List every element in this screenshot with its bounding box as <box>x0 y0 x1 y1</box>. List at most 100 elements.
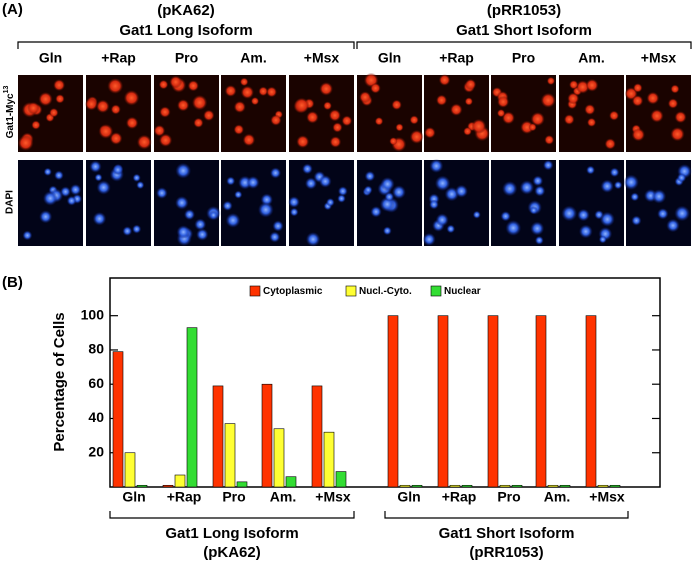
cell <box>159 106 171 118</box>
cell <box>370 82 381 94</box>
cell <box>409 129 424 144</box>
cell <box>239 77 249 87</box>
cell <box>328 109 341 122</box>
bracket <box>384 511 629 519</box>
cell <box>250 97 260 106</box>
cell <box>136 181 145 190</box>
cell <box>296 135 310 149</box>
cell <box>569 80 579 90</box>
cell <box>85 97 98 111</box>
cell <box>191 94 208 111</box>
cell <box>666 218 680 233</box>
cell <box>158 133 173 147</box>
cell <box>384 191 395 202</box>
cell <box>613 180 623 190</box>
cell <box>107 78 124 94</box>
legend-label: Nucl.-Cyto. <box>359 286 412 297</box>
cell <box>454 184 468 198</box>
cell <box>667 98 679 109</box>
bar <box>323 431 335 488</box>
cell <box>391 99 402 111</box>
cell <box>586 165 596 175</box>
cell <box>434 175 451 192</box>
cell <box>424 126 436 139</box>
column-label: Pro <box>512 50 535 66</box>
cell <box>341 115 353 127</box>
cell <box>465 78 477 91</box>
cell <box>66 195 77 206</box>
cell <box>31 120 41 130</box>
cell <box>391 185 406 200</box>
cell <box>670 84 680 94</box>
bar <box>487 315 499 488</box>
legend-swatch <box>430 285 442 297</box>
cell <box>96 99 110 114</box>
cell <box>233 100 246 113</box>
bar <box>399 484 411 488</box>
legend-swatch <box>249 285 261 297</box>
cell <box>631 95 644 107</box>
cell <box>193 117 204 128</box>
bar <box>124 452 136 488</box>
cell <box>544 134 555 145</box>
cell <box>657 208 669 220</box>
cell <box>38 91 53 107</box>
cell <box>623 174 639 191</box>
bar <box>212 385 224 488</box>
cell <box>288 196 300 208</box>
bar <box>174 474 186 488</box>
cell <box>364 170 376 182</box>
cell <box>532 175 544 187</box>
cell <box>530 111 545 127</box>
cell <box>630 192 640 202</box>
cell <box>17 135 34 151</box>
micrograph <box>491 160 556 246</box>
cell <box>380 176 395 192</box>
group-label: Gat1 Long Isoform <box>165 525 298 542</box>
bar <box>387 315 399 488</box>
cell <box>567 92 580 105</box>
cell <box>208 210 219 220</box>
row-label-superscript: 13 <box>3 85 10 93</box>
y-tick-label: 80 <box>88 341 104 357</box>
cell <box>39 210 53 224</box>
cell <box>674 111 687 124</box>
legend-swatch <box>345 285 357 297</box>
cell <box>370 206 382 218</box>
cell <box>464 97 473 106</box>
cell <box>395 123 404 132</box>
cell <box>578 224 593 239</box>
cell <box>505 220 522 236</box>
bar <box>499 484 511 488</box>
bar <box>597 484 609 488</box>
cell <box>651 189 667 204</box>
cell <box>98 123 114 139</box>
cell <box>53 79 66 92</box>
cell <box>529 206 538 215</box>
cell <box>422 232 436 246</box>
column-label: Am. <box>578 50 604 66</box>
cell <box>194 218 207 231</box>
cell <box>534 185 546 197</box>
cell <box>409 115 419 125</box>
cell <box>94 173 103 182</box>
x-tick-label: +Msx <box>315 489 351 505</box>
cell <box>132 173 141 182</box>
cell <box>674 205 691 222</box>
cell <box>435 213 449 227</box>
x-tick-label: Gln <box>397 489 420 505</box>
bar <box>609 484 621 488</box>
bar <box>411 484 423 488</box>
y-tick-label: 40 <box>88 409 104 425</box>
cell <box>472 210 481 219</box>
cell <box>203 109 215 122</box>
column-label: Gln <box>39 50 62 66</box>
cell <box>561 205 578 222</box>
cell <box>609 110 620 121</box>
cell <box>389 137 398 146</box>
cell <box>530 221 545 236</box>
column-label: Pro <box>175 50 198 66</box>
panel-label: (B) <box>2 274 23 291</box>
cell <box>337 194 346 203</box>
bar <box>162 484 174 488</box>
